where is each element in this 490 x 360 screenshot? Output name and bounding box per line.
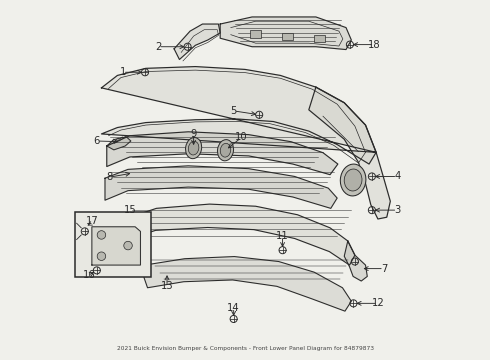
Circle shape bbox=[97, 252, 106, 260]
Bar bbox=[314, 35, 325, 42]
Ellipse shape bbox=[186, 138, 202, 159]
Polygon shape bbox=[107, 132, 338, 175]
Text: 17: 17 bbox=[86, 216, 98, 226]
Polygon shape bbox=[107, 137, 131, 150]
Text: 10: 10 bbox=[235, 132, 248, 143]
Circle shape bbox=[97, 231, 106, 239]
Ellipse shape bbox=[344, 169, 362, 191]
Text: 2: 2 bbox=[155, 42, 161, 52]
Polygon shape bbox=[92, 227, 141, 265]
Text: 12: 12 bbox=[371, 298, 384, 309]
Ellipse shape bbox=[341, 164, 366, 196]
Text: 8: 8 bbox=[106, 172, 113, 182]
Text: 1: 1 bbox=[120, 67, 126, 77]
Text: 6: 6 bbox=[94, 136, 100, 146]
Text: 5: 5 bbox=[230, 106, 237, 116]
Polygon shape bbox=[105, 166, 337, 208]
Polygon shape bbox=[144, 257, 351, 311]
Text: 4: 4 bbox=[394, 171, 400, 181]
Ellipse shape bbox=[188, 141, 199, 155]
Text: 14: 14 bbox=[227, 303, 240, 312]
Text: 15: 15 bbox=[123, 205, 136, 215]
Circle shape bbox=[124, 241, 132, 250]
Text: 2021 Buick Envision Bumper & Components - Front Lower Panel Diagram for 84879873: 2021 Buick Envision Bumper & Components … bbox=[117, 346, 373, 351]
Text: 3: 3 bbox=[394, 205, 400, 215]
Ellipse shape bbox=[220, 143, 231, 157]
Text: 18: 18 bbox=[368, 40, 381, 50]
Polygon shape bbox=[101, 67, 376, 164]
Polygon shape bbox=[344, 241, 368, 281]
Polygon shape bbox=[220, 17, 351, 50]
Polygon shape bbox=[174, 24, 220, 59]
Text: 13: 13 bbox=[161, 281, 173, 291]
FancyBboxPatch shape bbox=[75, 212, 151, 278]
Bar bbox=[250, 31, 261, 37]
Polygon shape bbox=[309, 87, 391, 219]
Text: 9: 9 bbox=[191, 129, 197, 139]
Text: 7: 7 bbox=[381, 264, 387, 274]
Text: 16: 16 bbox=[83, 270, 96, 280]
Bar bbox=[282, 32, 293, 40]
Ellipse shape bbox=[218, 140, 234, 161]
Text: 11: 11 bbox=[276, 231, 289, 241]
Polygon shape bbox=[124, 204, 355, 265]
